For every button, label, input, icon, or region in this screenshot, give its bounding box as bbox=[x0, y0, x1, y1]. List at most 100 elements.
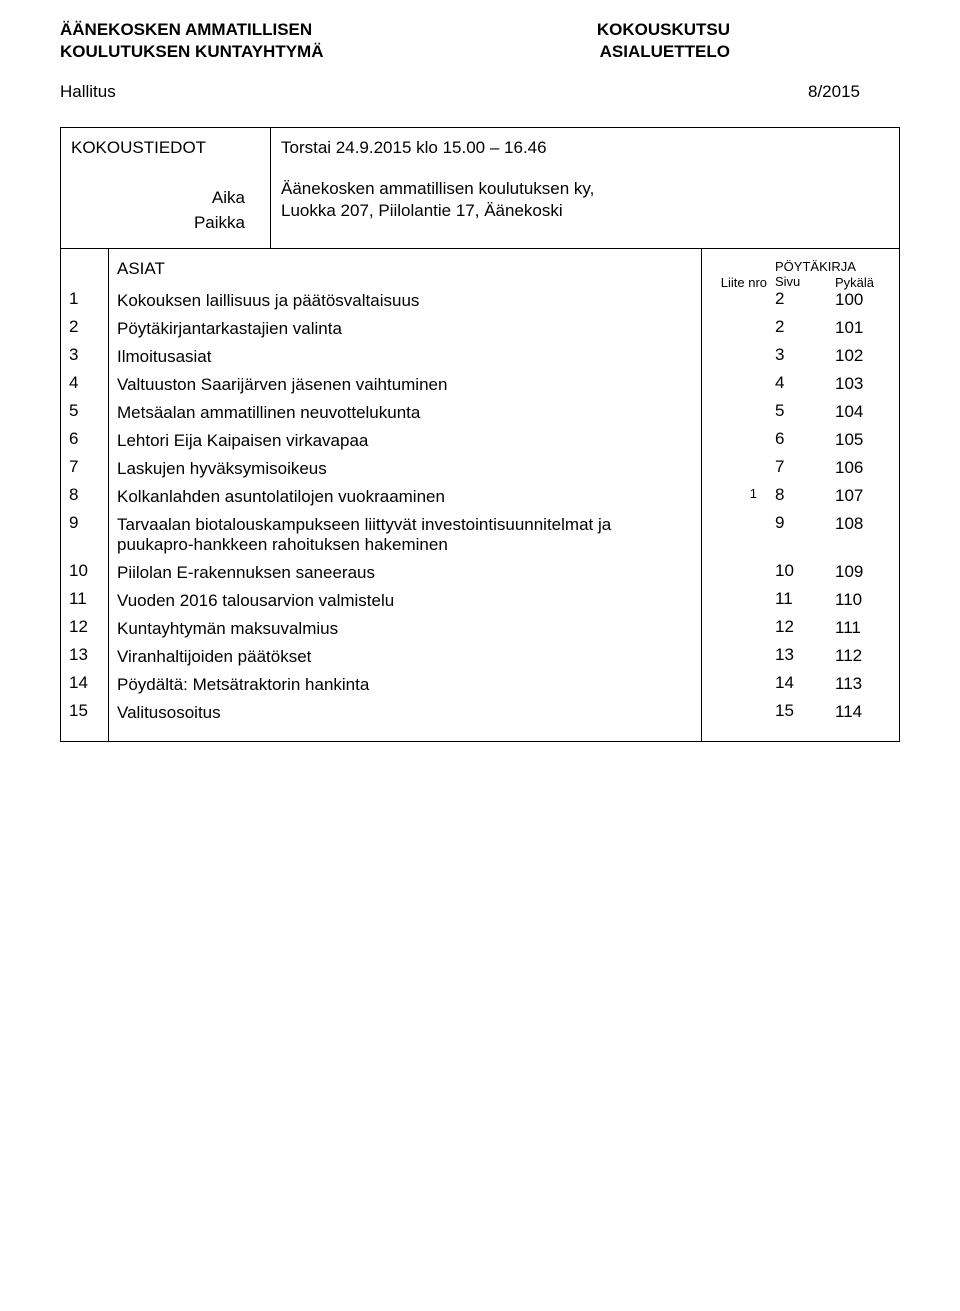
item-sivu: 2 bbox=[775, 317, 827, 345]
item-number: 1 bbox=[69, 289, 100, 317]
item-sivu: 6 bbox=[775, 429, 827, 457]
item-liite bbox=[706, 402, 767, 430]
item-number: 5 bbox=[69, 401, 100, 429]
item-text: Valtuuston Saarijärven jäsenen vaihtumin… bbox=[117, 375, 693, 403]
item-number: 3 bbox=[69, 345, 100, 373]
item-text: Laskujen hyväksymisoikeus bbox=[117, 459, 693, 487]
meeting-number: 8/2015 bbox=[808, 82, 900, 102]
item-liite bbox=[706, 618, 767, 646]
item-sivu: 4 bbox=[775, 373, 827, 401]
item-number: 7 bbox=[69, 457, 100, 485]
item-number: 6 bbox=[69, 429, 100, 457]
item-pykala: 110 bbox=[835, 590, 895, 618]
item-pykala: 103 bbox=[835, 374, 895, 402]
item-liite bbox=[706, 318, 767, 346]
header-row-1: ÄÄNEKOSKEN AMMATILLISEN KOKOUSKUTSU bbox=[60, 20, 900, 40]
item-text: Ilmoitusasiat bbox=[117, 347, 693, 375]
item-pykala: 102 bbox=[835, 346, 895, 374]
item-text: Tarvaalan biotalouskampukseen liittyvät … bbox=[117, 515, 693, 563]
info-right-column: Torstai 24.9.2015 klo 15.00 – 16.46 Ääne… bbox=[271, 128, 899, 248]
item-text: Kokouksen laillisuus ja päätösvaltaisuus bbox=[117, 291, 693, 319]
item-number: 11 bbox=[69, 589, 100, 617]
item-sivu: 9 bbox=[775, 513, 827, 561]
item-text: Viranhaltijoiden päätökset bbox=[117, 647, 693, 675]
item-sivu: 3 bbox=[775, 345, 827, 373]
aika-label: Aika bbox=[71, 188, 260, 208]
item-liite: 1 bbox=[706, 486, 767, 514]
info-section: KOKOUSTIEDOT Aika Paikka Torstai 24.9.20… bbox=[61, 128, 899, 249]
asiat-header-label: ASIAT bbox=[117, 259, 693, 279]
item-liite bbox=[706, 562, 767, 590]
location-line2: Luokka 207, Piilolantie 17, Äänekoski bbox=[281, 200, 889, 222]
item-liite bbox=[706, 430, 767, 458]
kokoustiedot-label: KOKOUSTIEDOT bbox=[71, 138, 260, 158]
item-number: 4 bbox=[69, 373, 100, 401]
item-pykala: 107 bbox=[835, 486, 895, 514]
item-pykala: 113 bbox=[835, 674, 895, 702]
org-name-line1: ÄÄNEKOSKEN AMMATILLISEN bbox=[60, 20, 312, 40]
item-sivu: 11 bbox=[775, 589, 827, 617]
item-pykala: 111 bbox=[835, 618, 895, 646]
item-number: 15 bbox=[69, 701, 100, 729]
item-number: 12 bbox=[69, 617, 100, 645]
item-pykala: 106 bbox=[835, 458, 895, 486]
item-liite bbox=[706, 458, 767, 486]
item-pykalas: 1001011021031041051061071081091101111121… bbox=[835, 290, 895, 730]
item-pykala: 105 bbox=[835, 430, 895, 458]
meeting-location: Äänekosken ammatillisen koulutuksen ky, … bbox=[281, 178, 889, 222]
pykala-header: Pykälä bbox=[835, 275, 895, 290]
asiat-section: 123456789101112131415 ASIAT Kokouksen la… bbox=[61, 249, 899, 741]
doc-type-line1: KOKOUSKUTSU bbox=[597, 20, 900, 40]
item-liite bbox=[706, 590, 767, 618]
item-sivu: 2 bbox=[775, 289, 827, 317]
main-table: KOKOUSTIEDOT Aika Paikka Torstai 24.9.20… bbox=[60, 127, 900, 742]
meeting-datetime: Torstai 24.9.2015 klo 15.00 – 16.46 bbox=[281, 138, 889, 158]
liite-header: Liite nro bbox=[706, 275, 767, 290]
item-sivu: 5 bbox=[775, 401, 827, 429]
liite-column: Liite nro 1 bbox=[701, 249, 771, 741]
item-text: Metsäalan ammatillinen neuvottelukunta bbox=[117, 403, 693, 431]
item-number: 2 bbox=[69, 317, 100, 345]
item-text: Piilolan E-rakennuksen saneeraus bbox=[117, 563, 693, 591]
item-sivu: 12 bbox=[775, 617, 827, 645]
item-text: Kuntayhtymän maksuvalmius bbox=[117, 619, 693, 647]
item-numbers: 123456789101112131415 bbox=[69, 289, 100, 729]
asiat-num-column: 123456789101112131415 bbox=[61, 249, 109, 741]
item-number: 14 bbox=[69, 673, 100, 701]
item-texts: Kokouksen laillisuus ja päätösvaltaisuus… bbox=[117, 291, 693, 731]
org-name-line2: KOULUTUKSEN KUNTAYHTYMÄ bbox=[60, 42, 324, 62]
asiat-text-column: ASIAT Kokouksen laillisuus ja päätösvalt… bbox=[109, 249, 701, 741]
item-number: 8 bbox=[69, 485, 100, 513]
sivu-header: Sivu bbox=[775, 274, 827, 289]
item-pykala: 101 bbox=[835, 318, 895, 346]
item-sivu: 13 bbox=[775, 645, 827, 673]
item-liite bbox=[706, 346, 767, 374]
item-liite bbox=[706, 374, 767, 402]
item-text: Lehtori Eija Kaipaisen virkavapaa bbox=[117, 431, 693, 459]
item-text: Pöytäkirjantarkastajien valinta bbox=[117, 319, 693, 347]
item-liite bbox=[706, 290, 767, 318]
item-liites: 1 bbox=[706, 290, 767, 730]
item-liite bbox=[706, 514, 767, 562]
item-liite bbox=[706, 646, 767, 674]
item-number: 13 bbox=[69, 645, 100, 673]
item-pykala: 109 bbox=[835, 562, 895, 590]
item-number: 9 bbox=[69, 513, 100, 561]
doc-type-line2: ASIALUETTELO bbox=[600, 42, 900, 62]
item-pykala: 108 bbox=[835, 514, 895, 562]
info-left-column: KOKOUSTIEDOT Aika Paikka bbox=[61, 128, 271, 248]
location-line1: Äänekosken ammatillisen koulutuksen ky, bbox=[281, 178, 889, 200]
item-sivus: 223456789101112131415 bbox=[775, 289, 827, 729]
sivu-column: PÖYTÄKIRJA Sivu 223456789101112131415 bbox=[771, 249, 831, 741]
pykala-column: Pykälä 100101102103104105106107108109110… bbox=[831, 249, 899, 741]
hallitus-label: Hallitus bbox=[60, 82, 116, 102]
item-sivu: 15 bbox=[775, 701, 827, 729]
item-liite bbox=[706, 674, 767, 702]
item-text: Valitusosoitus bbox=[117, 703, 693, 731]
poytakirja-header: PÖYTÄKIRJA bbox=[775, 259, 827, 274]
item-pykala: 100 bbox=[835, 290, 895, 318]
item-liite bbox=[706, 702, 767, 730]
item-text: Kolkanlahden asuntolatilojen vuokraamine… bbox=[117, 487, 693, 515]
hallitus-row: Hallitus 8/2015 bbox=[60, 82, 900, 102]
item-number: 10 bbox=[69, 561, 100, 589]
